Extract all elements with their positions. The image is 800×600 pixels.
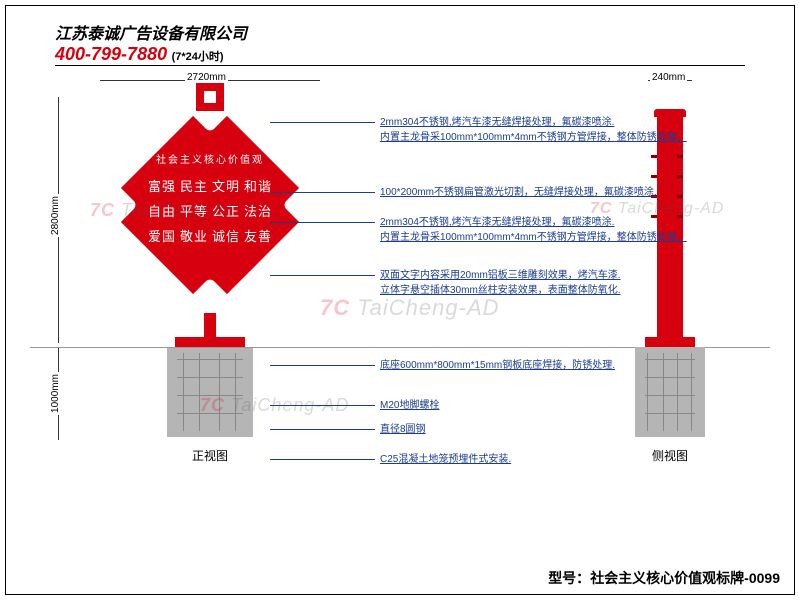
- panel-row: 爱国敬业诚信友善: [132, 226, 288, 245]
- base-plate: [175, 337, 245, 347]
- callout-text: 内置主龙骨采100mm*100mm*4mm不锈钢方管焊接，整体防锈处理，: [380, 230, 740, 245]
- side-baseplate: [645, 337, 695, 347]
- panel-row: 富强民主文明和谐: [132, 176, 288, 195]
- model-label: 型号：社会主义核心价值观标牌-0099: [548, 568, 780, 588]
- panel-title: 社会主义核心价值观: [132, 151, 288, 166]
- sign-stem: [204, 313, 216, 339]
- knot-top-square: [196, 83, 224, 111]
- callout: 直径8圆钢: [380, 422, 740, 437]
- callout: 双面文字内容采用20mm铝板三维雕刻效果，烤汽车漆.立体字悬空插体30mm丝柱安…: [380, 268, 740, 298]
- callout-text: 底座600mm*800mm*15mm钢板底座焊接，防锈处理.: [380, 358, 740, 373]
- hours: (7*24小时): [172, 51, 224, 63]
- front-view: 社会主义核心价值观 富强民主文明和谐 自由平等公正法治 爱国敬业诚信友善 正视图: [70, 95, 350, 440]
- callout-text: 内置主龙骨采100mm*100mm*4mm不锈钢方管焊接，整体防锈处理，: [380, 130, 740, 145]
- chinese-knot-sign: 社会主义核心价值观 富强民主文明和谐 自由平等公正法治 爱国敬业诚信友善: [100, 95, 320, 315]
- dim-front-width-label: 2720mm: [185, 72, 228, 83]
- phone-number: 400-799-7880: [55, 44, 167, 64]
- callout-text: 直径8圆钢: [380, 422, 740, 437]
- text-panel: 社会主义核心价值观 富强民主文明和谐 自由平等公正法治 爱国敬业诚信友善: [132, 151, 288, 251]
- callout: 2mm304不锈钢,烤汽车漆无缝焊接处理，氟碳漆喷涂.内置主龙骨采100mm*1…: [380, 215, 740, 245]
- front-view-label: 正视图: [192, 447, 228, 464]
- dim-foundation-label: 1000mm: [50, 372, 61, 415]
- callout-text: 双面文字内容采用20mm铝板三维雕刻效果，烤汽车漆.: [380, 268, 740, 283]
- dim-front-height-label: 2800mm: [50, 194, 61, 237]
- company-name: 江苏泰诚广告设备有限公司: [55, 20, 247, 44]
- header-rule: [55, 65, 745, 66]
- panel-row: 自由平等公正法治: [132, 201, 288, 220]
- callout-text: 2mm304不锈钢,烤汽车漆无缝焊接处理，氟碳漆喷涂.: [380, 215, 740, 230]
- callout: M20地脚螺栓: [380, 398, 740, 413]
- callout-text: M20地脚螺栓: [380, 398, 740, 413]
- callout-text: 100*200mm不锈钢扁管激光切割，无缝焊接处理，氟碳漆喷涂.: [380, 185, 740, 200]
- header: 江苏泰诚广告设备有限公司 400-799-7880 (7*24小时): [55, 20, 247, 65]
- callout: 100*200mm不锈钢扁管激光切割，无缝焊接处理，氟碳漆喷涂.: [380, 185, 740, 200]
- callout-text: 2mm304不锈钢,烤汽车漆无缝焊接处理，氟碳漆喷涂.: [380, 115, 740, 130]
- model-value: 社会主义核心价值观标牌-0099: [590, 570, 780, 586]
- callout-text: C25混凝土地笼预埋件式安装.: [380, 452, 740, 467]
- callout: 2mm304不锈钢,烤汽车漆无缝焊接处理，氟碳漆喷涂.内置主龙骨采100mm*1…: [380, 115, 740, 145]
- callout-text: 立体字悬空插体30mm丝柱安装效果，表面整体防氧化.: [380, 283, 740, 298]
- model-prefix: 型号：: [548, 570, 590, 586]
- callout: 底座600mm*800mm*15mm钢板底座焊接，防锈处理.: [380, 358, 740, 373]
- callout: C25混凝土地笼预埋件式安装.: [380, 452, 740, 467]
- dim-side-width-label: 240mm: [650, 72, 687, 83]
- concrete-foundation: [167, 347, 253, 437]
